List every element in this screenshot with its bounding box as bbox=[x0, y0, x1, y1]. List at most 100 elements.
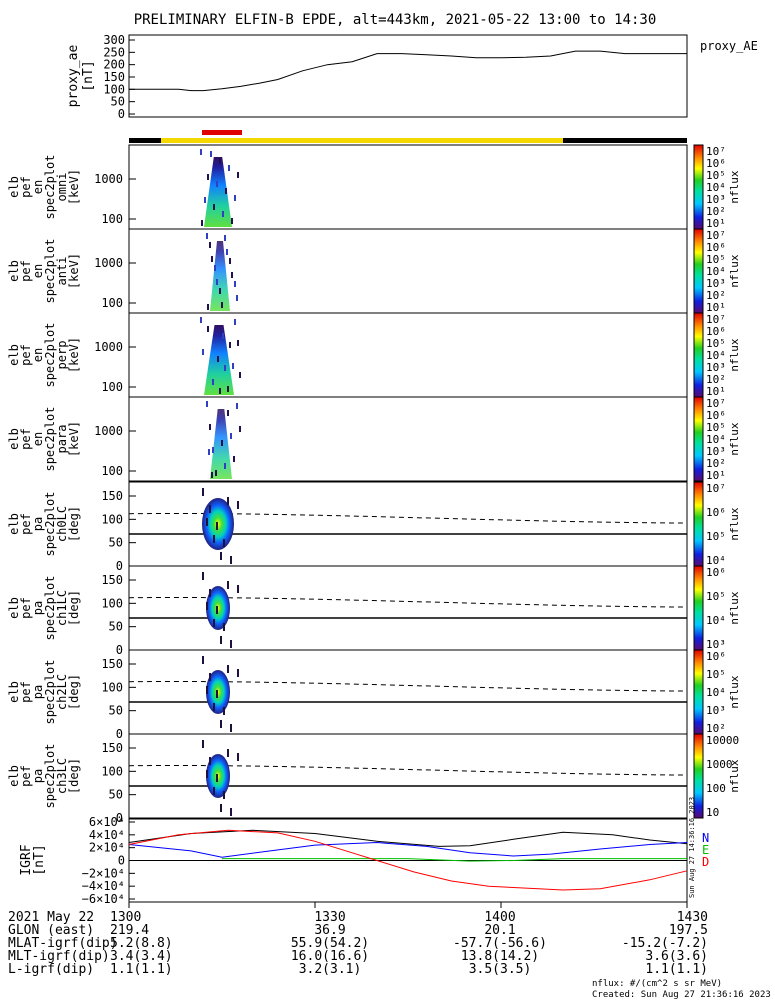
colorbar-label: 10⁴ bbox=[706, 554, 726, 567]
pitch-angle-ylabel: spec2plot bbox=[43, 659, 57, 724]
flux-speckle bbox=[217, 356, 219, 362]
ephemeris-row-label: GLON (east) bbox=[8, 923, 94, 938]
pitch-angle-y-tick-label: 100 bbox=[101, 596, 123, 610]
colorbar-label: 10⁷ bbox=[706, 145, 726, 158]
colorbar-label: 10⁷ bbox=[706, 313, 726, 326]
pitch-angle-speckle bbox=[230, 724, 232, 732]
colorbar-unit: nflux bbox=[728, 675, 741, 708]
flux-speckle bbox=[239, 426, 241, 432]
colorbar-unit: nflux bbox=[728, 507, 741, 540]
colorbar-strip bbox=[693, 228, 704, 314]
pitch-angle-speckle bbox=[202, 488, 204, 496]
colorbar-strip bbox=[693, 312, 704, 398]
pitch-angle-speckle bbox=[202, 656, 204, 664]
spectrogram-ylabel: elb bbox=[7, 428, 21, 450]
flux-speckle bbox=[207, 304, 209, 310]
ephemeris-value: 3.5(3.5) bbox=[469, 962, 532, 977]
orbit-bar-black-left bbox=[129, 138, 161, 143]
flux-speckle bbox=[200, 317, 202, 323]
colorbar-label: 10³ bbox=[706, 361, 726, 374]
pitch-angle-speckle bbox=[220, 552, 222, 560]
pitch-angle-speckle bbox=[230, 556, 232, 564]
colorbar-unit: nflux bbox=[728, 591, 741, 624]
pitch-angle-ylabel: elb bbox=[7, 597, 21, 619]
spectrogram-y-tick-label: 100 bbox=[101, 380, 123, 394]
flux-speckle bbox=[232, 363, 234, 369]
ephemeris-value: 3.2(3.1) bbox=[299, 962, 362, 977]
ephemeris-value: 5.2(8.8) bbox=[110, 936, 173, 951]
pitch-angle-y-tick-label: 100 bbox=[101, 680, 123, 694]
pitch-angle-speckle bbox=[209, 757, 211, 765]
ae-y-tick-label: 300 bbox=[103, 33, 125, 47]
spectrogram-y-tick-label: 1000 bbox=[94, 424, 123, 438]
pitch-angle-ylabel: pa bbox=[31, 601, 45, 615]
colorbars: 10⁷10⁶10⁵10⁴10³10²10¹nflux10⁷10⁶10⁵10⁴10… bbox=[693, 144, 741, 819]
ephemeris-value: 36.9 bbox=[314, 923, 345, 938]
pitch-angle-speckle bbox=[237, 585, 239, 593]
pitch-angle-speckle bbox=[223, 623, 225, 631]
science-zone-marker bbox=[202, 130, 242, 135]
colorbar-unit: nflux bbox=[728, 422, 741, 455]
igrf-legend: NED bbox=[702, 831, 709, 869]
colorbar-label: 10⁷ bbox=[706, 229, 726, 242]
pitch-angle-y-tick-label: 50 bbox=[109, 536, 123, 550]
flux-speckle bbox=[222, 211, 224, 217]
pitch-angle-ylabel: ch2LC bbox=[55, 674, 69, 710]
colorbar-label: 10⁶ bbox=[706, 157, 726, 170]
flux-speckle bbox=[213, 204, 215, 210]
spectrogram-y-tick-label: 1000 bbox=[94, 256, 123, 270]
flux-speckle bbox=[204, 197, 206, 203]
flux-speckle bbox=[222, 333, 224, 339]
flux-speckle bbox=[234, 195, 236, 201]
flux-speckle bbox=[211, 472, 213, 478]
colorbar-label: 10⁵ bbox=[706, 169, 726, 182]
colorbar-7: 10000 1000 100 10 nflux bbox=[693, 733, 741, 819]
ephemeris-value: 20.1 bbox=[484, 923, 515, 938]
pitch-angle-y-tick-label: 150 bbox=[101, 573, 123, 587]
pitch-angle-speckle bbox=[216, 690, 218, 698]
flux-speckle bbox=[209, 242, 211, 248]
pitch-angle-speckle bbox=[209, 505, 211, 513]
pitch-angle-speckle bbox=[230, 808, 232, 816]
flux-speckle bbox=[207, 174, 209, 180]
pitch-angle-speckle bbox=[220, 636, 222, 644]
ephemeris-value: 1300 bbox=[110, 910, 141, 925]
ae-ylabel-2: [nT] bbox=[81, 60, 96, 91]
colorbar-label: 10⁴ bbox=[706, 265, 726, 278]
spectrogram-ylabel: elb bbox=[7, 344, 21, 366]
colorbar-label: 10⁶ bbox=[706, 650, 726, 663]
ephemeris-value: 3.6(3.6) bbox=[645, 949, 708, 964]
flux-speckle bbox=[227, 386, 229, 392]
footer-created: Created: Sun Aug 27 21:36:16 2023 bbox=[592, 990, 771, 1000]
flux-speckle bbox=[229, 258, 231, 264]
pitch-angle-y-tick-label: 50 bbox=[109, 620, 123, 634]
pitch-angle-y-tick-label: 50 bbox=[109, 788, 123, 802]
pitch-angle-speckle bbox=[227, 749, 229, 757]
spectrogram-ylabel: en bbox=[31, 432, 45, 446]
ae-line bbox=[129, 50, 687, 92]
igrf-ylabel-2: [nT] bbox=[32, 844, 47, 875]
pitch-angle-speckle bbox=[216, 522, 218, 530]
igrf-y-tick-label: 0 bbox=[118, 854, 125, 868]
flux-speckle bbox=[219, 288, 221, 294]
colorbar-label: 100 bbox=[706, 782, 726, 795]
pitch-angle-ylabel: spec2plot bbox=[43, 743, 57, 808]
spectrogram-y-tick-label: 1000 bbox=[94, 340, 123, 354]
colorbar-strip bbox=[693, 144, 704, 230]
igrf-legend-label: N bbox=[702, 831, 709, 845]
ae-legend: proxy_AE bbox=[700, 39, 758, 53]
pitch-angle-y-tick-label: 150 bbox=[101, 657, 123, 671]
colorbar-label: 1000 bbox=[706, 758, 733, 771]
flux-speckle bbox=[221, 302, 223, 308]
flux-speckle bbox=[206, 401, 208, 407]
igrf-series-line bbox=[128, 829, 688, 891]
colorbar-label: 10⁵ bbox=[706, 590, 726, 603]
flux-speckle bbox=[216, 279, 218, 285]
flux-speckle bbox=[233, 456, 235, 462]
spectrogram-ylabel: omni bbox=[55, 173, 69, 202]
colorbar-label: 10000 bbox=[706, 734, 739, 747]
colorbar-label: 10¹ bbox=[706, 217, 726, 230]
